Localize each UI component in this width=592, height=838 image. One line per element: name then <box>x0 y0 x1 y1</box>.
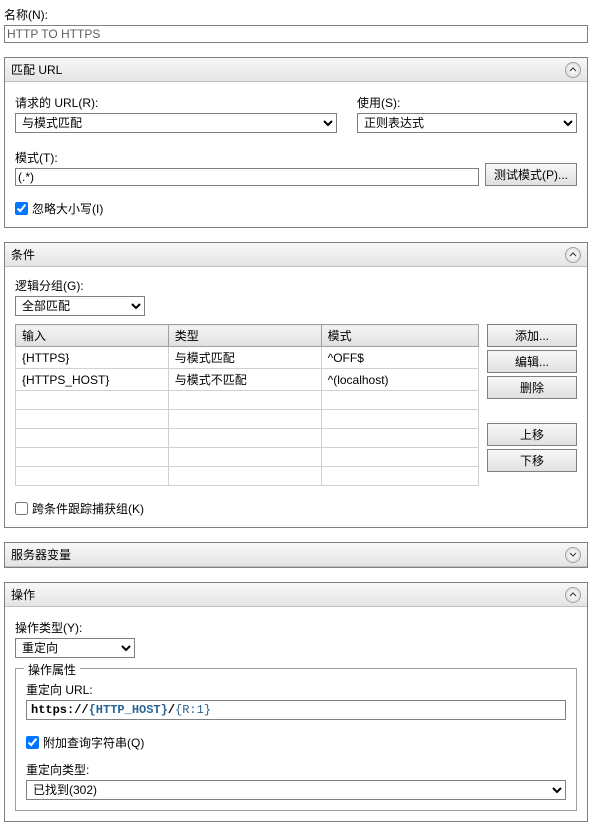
table-cell <box>16 410 169 429</box>
requested-url-select[interactable]: 与模式匹配 <box>15 113 337 133</box>
col-input: 输入 <box>16 325 169 347</box>
match-url-header: 匹配 URL <box>5 58 587 82</box>
using-select[interactable]: 正则表达式 <box>357 113 577 133</box>
table-cell <box>168 410 321 429</box>
redirect-url-label: 重定向 URL: <box>26 681 566 698</box>
redirect-type-label: 重定向类型: <box>26 761 566 778</box>
pattern-input[interactable] <box>15 168 479 186</box>
conditions-table: 输入 类型 模式 {HTTPS}与模式匹配^OFF${HTTPS_HOST}与模… <box>15 324 479 486</box>
conditions-panel: 条件 逻辑分组(G): 全部匹配 输入 类型 模式 {HTTPS}与模式匹配^O… <box>4 242 588 528</box>
redirect-url-prefix: https:// <box>31 703 89 717</box>
table-cell <box>321 391 478 410</box>
table-row <box>16 391 479 410</box>
action-title: 操作 <box>11 586 35 603</box>
add-button[interactable]: 添加... <box>487 324 577 347</box>
track-groups-label: 跨条件跟踪捕获组(K) <box>32 500 144 517</box>
table-cell: ^(localhost) <box>321 369 478 391</box>
table-cell <box>321 448 478 467</box>
server-vars-panel: 服务器变量 <box>4 542 588 568</box>
action-header: 操作 <box>5 583 587 607</box>
action-type-select[interactable]: 重定向 <box>15 638 135 658</box>
redirect-url-host: {HTTP_HOST} <box>89 703 168 717</box>
table-cell <box>321 467 478 486</box>
table-cell <box>168 391 321 410</box>
ignore-case-label: 忽略大小写(I) <box>32 200 103 217</box>
table-cell <box>321 410 478 429</box>
redirect-url-r: {R:1} <box>175 703 211 717</box>
redirect-url-sep: / <box>168 703 175 717</box>
table-cell: ^OFF$ <box>321 347 478 369</box>
delete-button[interactable]: 删除 <box>487 376 577 399</box>
action-props-fieldset: 操作属性 重定向 URL: https://{HTTP_HOST}/{R:1} … <box>15 668 577 811</box>
redirect-type-select[interactable]: 已找到(302) <box>26 780 566 800</box>
redirect-url-input[interactable]: https://{HTTP_HOST}/{R:1} <box>26 700 566 720</box>
table-cell <box>168 429 321 448</box>
move-up-button[interactable]: 上移 <box>487 423 577 446</box>
move-down-button[interactable]: 下移 <box>487 449 577 472</box>
match-url-title: 匹配 URL <box>11 61 62 78</box>
append-qs-label: 附加查询字符串(Q) <box>43 734 144 751</box>
conditions-header: 条件 <box>5 243 587 267</box>
track-groups-checkbox[interactable] <box>15 502 28 515</box>
action-type-label: 操作类型(Y): <box>15 619 577 636</box>
match-url-panel: 匹配 URL 请求的 URL(R): 与模式匹配 使用(S): 正则表达式 模式… <box>4 57 588 228</box>
append-qs-checkbox[interactable] <box>26 736 39 749</box>
table-cell: {HTTPS} <box>16 347 169 369</box>
using-label: 使用(S): <box>357 94 577 111</box>
table-cell: 与模式匹配 <box>168 347 321 369</box>
table-row <box>16 429 479 448</box>
collapse-icon[interactable] <box>565 247 581 263</box>
table-row <box>16 448 479 467</box>
col-pattern: 模式 <box>321 325 478 347</box>
table-cell <box>16 448 169 467</box>
ignore-case-checkbox[interactable] <box>15 202 28 215</box>
table-row[interactable]: {HTTPS}与模式匹配^OFF$ <box>16 347 479 369</box>
table-cell <box>168 467 321 486</box>
table-cell <box>321 429 478 448</box>
logical-group-select[interactable]: 全部匹配 <box>15 296 145 316</box>
table-cell <box>16 391 169 410</box>
collapse-icon[interactable] <box>565 62 581 78</box>
table-cell: {HTTPS_HOST} <box>16 369 169 391</box>
name-label: 名称(N): <box>4 6 588 23</box>
table-cell <box>16 429 169 448</box>
name-input[interactable] <box>4 25 588 43</box>
server-vars-header: 服务器变量 <box>5 543 587 567</box>
table-cell <box>168 448 321 467</box>
table-row <box>16 410 479 429</box>
table-row[interactable]: {HTTPS_HOST}与模式不匹配^(localhost) <box>16 369 479 391</box>
conditions-title: 条件 <box>11 246 35 263</box>
edit-button[interactable]: 编辑... <box>487 350 577 373</box>
server-vars-title: 服务器变量 <box>11 546 71 563</box>
pattern-label: 模式(T): <box>15 149 479 166</box>
test-pattern-button[interactable]: 测试模式(P)... <box>485 163 577 186</box>
logical-group-label: 逻辑分组(G): <box>15 277 577 294</box>
table-row <box>16 467 479 486</box>
table-cell <box>16 467 169 486</box>
col-type: 类型 <box>168 325 321 347</box>
requested-url-label: 请求的 URL(R): <box>15 94 337 111</box>
collapse-icon[interactable] <box>565 587 581 603</box>
table-cell: 与模式不匹配 <box>168 369 321 391</box>
action-props-legend: 操作属性 <box>24 661 80 678</box>
action-panel: 操作 操作类型(Y): 重定向 操作属性 重定向 URL: https://{H… <box>4 582 588 822</box>
expand-icon[interactable] <box>565 547 581 563</box>
